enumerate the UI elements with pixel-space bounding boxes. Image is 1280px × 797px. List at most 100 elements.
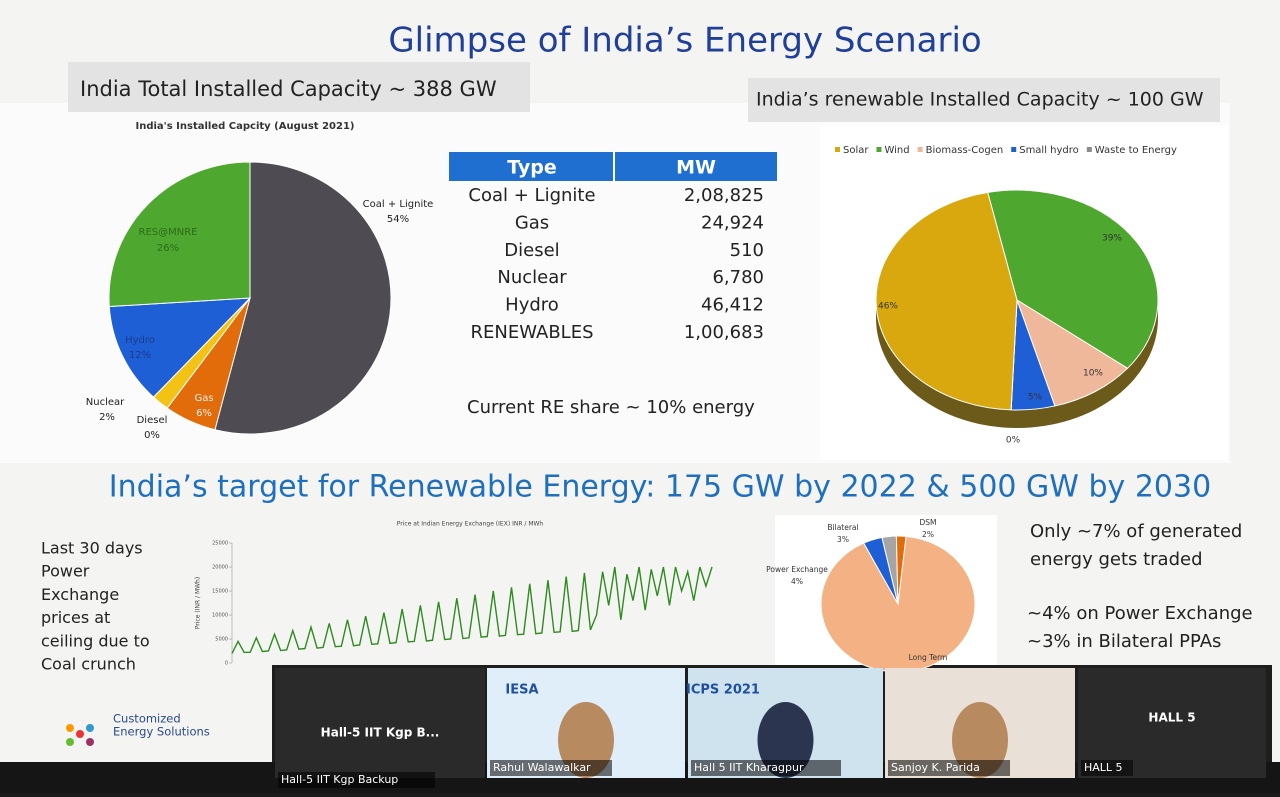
section-header: India’s renewable Installed Capacity ~ 1… [756,89,1204,111]
table-cell: Coal + Lignite [468,185,595,206]
note-line: ceiling due to [41,631,150,650]
participant-name: Hall 5 IIT Kharagpur [694,761,804,774]
table-cell: 2,08,825 [684,185,764,206]
note-line: ~4% on Power Exchange [1027,603,1253,624]
slice-value: 54% [387,214,409,225]
table-cell: 24,924 [701,212,764,233]
table-cell: 510 [730,240,764,261]
table-header-cell: MW [676,157,716,179]
table-header-cell: Type [507,157,557,179]
slice-value: 4% [791,577,803,586]
price-line [231,566,713,654]
note-line: Power [41,562,90,581]
pie-slice [987,189,1159,369]
slice-value: 2% [99,412,115,423]
re-share: Current RE share ~ 10% energy [467,397,755,418]
name-tag [490,760,612,776]
participant-name: Hall-5 IIT Kgp Backup [281,773,398,786]
slide-title: Glimpse of India’s Energy Scenario [388,21,981,61]
legend-label: Biomass-Cogen [926,145,1004,156]
y-tick-label: 0 [225,661,228,667]
note-line: Exchange [41,585,119,604]
legend-swatch [1011,147,1017,152]
participant [757,702,814,778]
logo-mark [66,724,94,746]
legend-swatch [835,147,840,152]
slice-label: Long Term [909,653,948,662]
section-header: India Total Installed Capacity ~ 388 GW [80,77,497,101]
participant [558,702,614,778]
name-tag [1081,760,1133,776]
legend-label: Small hydro [1019,145,1079,156]
slice-value: 2% [922,530,934,539]
logo-dot [66,724,74,732]
slice-value: 26% [157,243,179,254]
slice-label: Gas [194,393,213,404]
slice-value: 3% [837,535,849,544]
logo-dot [66,738,74,746]
name-tag [691,760,841,776]
slice-label: Coal + Lignite [363,199,434,210]
participant-name: HALL 5 [1084,761,1123,774]
legend-label: Waste to Energy [1095,145,1177,156]
slice-value: 12% [129,350,151,361]
slice-label: Power Exchange [766,565,828,574]
slice-value: 5% [1028,393,1043,403]
slice-value: 6% [196,408,212,419]
table-cell: RENEWABLES [470,322,593,343]
note-line: Coal crunch [41,655,136,674]
table-cell: Hydro [505,295,559,316]
header-box [68,62,530,112]
table-cell: Diesel [504,240,559,261]
logo-dot [76,730,84,738]
table-cell: Nuclear [497,267,567,288]
axis-label: Price (INR / MWh) [195,577,202,629]
table-cell: 46,412 [701,295,764,316]
logo-text: Customized [113,712,181,726]
pie-slice [875,191,1018,411]
legend-swatch [1086,147,1092,152]
slice-label: Nuclear [86,397,125,408]
tile-label: ICPS 2021 [686,683,760,698]
video-tile [275,668,485,778]
slice-value: 10% [1083,369,1103,379]
legend-label: Solar [843,145,869,156]
video-tile [1078,668,1266,778]
header-box [748,78,1220,122]
y-tick-label: 5000 [215,637,228,643]
chart-title: India's Installed Capcity (August 2021) [136,121,355,132]
pie-slice [1016,298,1129,407]
slice-value: 39% [1102,234,1122,244]
tile-label: Hall-5 IIT Kgp B... [321,726,440,740]
logo-text: Energy Solutions [113,725,210,739]
slice-value: 46% [878,302,898,312]
name-tag [278,772,435,788]
slice-label: Diesel [137,415,168,426]
tile-label: HALL 5 [1148,711,1195,725]
pie-slice [895,535,907,605]
chart-title: Price at Indian Energy Exchange (IEX) IN… [397,521,544,528]
participant [952,702,1008,778]
table-cell: Gas [515,212,549,233]
table-cell: 1,00,683 [684,322,764,343]
pie-slice [108,297,252,398]
table-cell: 6,780 [712,267,764,288]
slice-label: Hydro [125,335,155,346]
tile-label: IESA [505,683,538,698]
note-line: Last 30 days [41,539,143,558]
slice-label: RES@MNRE [139,227,198,238]
y-tick-label: 10000 [212,613,228,619]
slice-label: DSM [919,518,936,527]
note-line: prices at [41,608,110,627]
logo-dot [86,724,94,732]
name-tag [888,760,1010,776]
logo-dot [86,738,94,746]
slice-value: 0% [1006,436,1021,446]
y-tick-label: 15000 [212,589,228,595]
participant-name: Sanjoy K. Parida [891,761,980,774]
slice-label: Bilateral [827,523,858,532]
note-line: Only ~7% of generated [1030,521,1242,542]
note-line: ~3% in Bilateral PPAs [1027,631,1221,652]
legend-swatch [917,147,923,152]
